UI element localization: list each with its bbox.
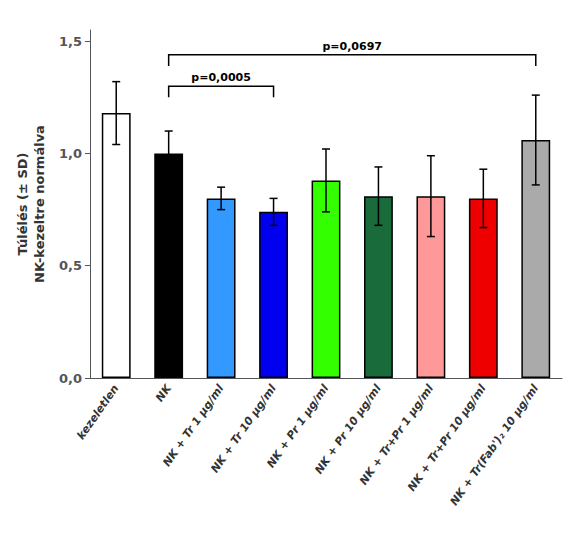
svg-text:p=0,0697: p=0,0697 <box>322 40 382 53</box>
svg-text:NK + Tr+Pr 10 μg/ml: NK + Tr+Pr 10 μg/ml <box>405 382 489 494</box>
svg-text:NK-kezeltre normálva: NK-kezeltre normálva <box>32 125 47 283</box>
svg-text:1,5: 1,5 <box>59 34 82 49</box>
svg-text:NK + Pr 1 μg/ml: NK + Pr 1 μg/ml <box>264 382 332 471</box>
svg-text:p=0,0005: p=0,0005 <box>191 71 251 84</box>
svg-text:Túlélés (± SD): Túlélés (± SD) <box>15 153 30 256</box>
svg-text:NK: NK <box>153 381 175 404</box>
svg-text:kezeletlen: kezeletlen <box>74 382 121 442</box>
svg-text:NK + Tr 1 μg/ml: NK + Tr 1 μg/ml <box>160 382 227 469</box>
svg-text:0,0: 0,0 <box>59 371 82 386</box>
svg-text:NK + Tr 10 μg/ml: NK + Tr 10 μg/ml <box>208 382 279 476</box>
svg-text:NK + Tr+Pr 1 μg/ml: NK + Tr+Pr 1 μg/ml <box>357 382 437 488</box>
svg-text:1,0: 1,0 <box>59 146 82 161</box>
svg-text:NK + Tr(Fab')₂ 10 μg/ml: NK + Tr(Fab')₂ 10 μg/ml <box>448 382 542 508</box>
svg-text:0,5: 0,5 <box>59 258 82 273</box>
svg-text:NK + Pr 10 μg/ml: NK + Pr 10 μg/ml <box>312 382 384 477</box>
